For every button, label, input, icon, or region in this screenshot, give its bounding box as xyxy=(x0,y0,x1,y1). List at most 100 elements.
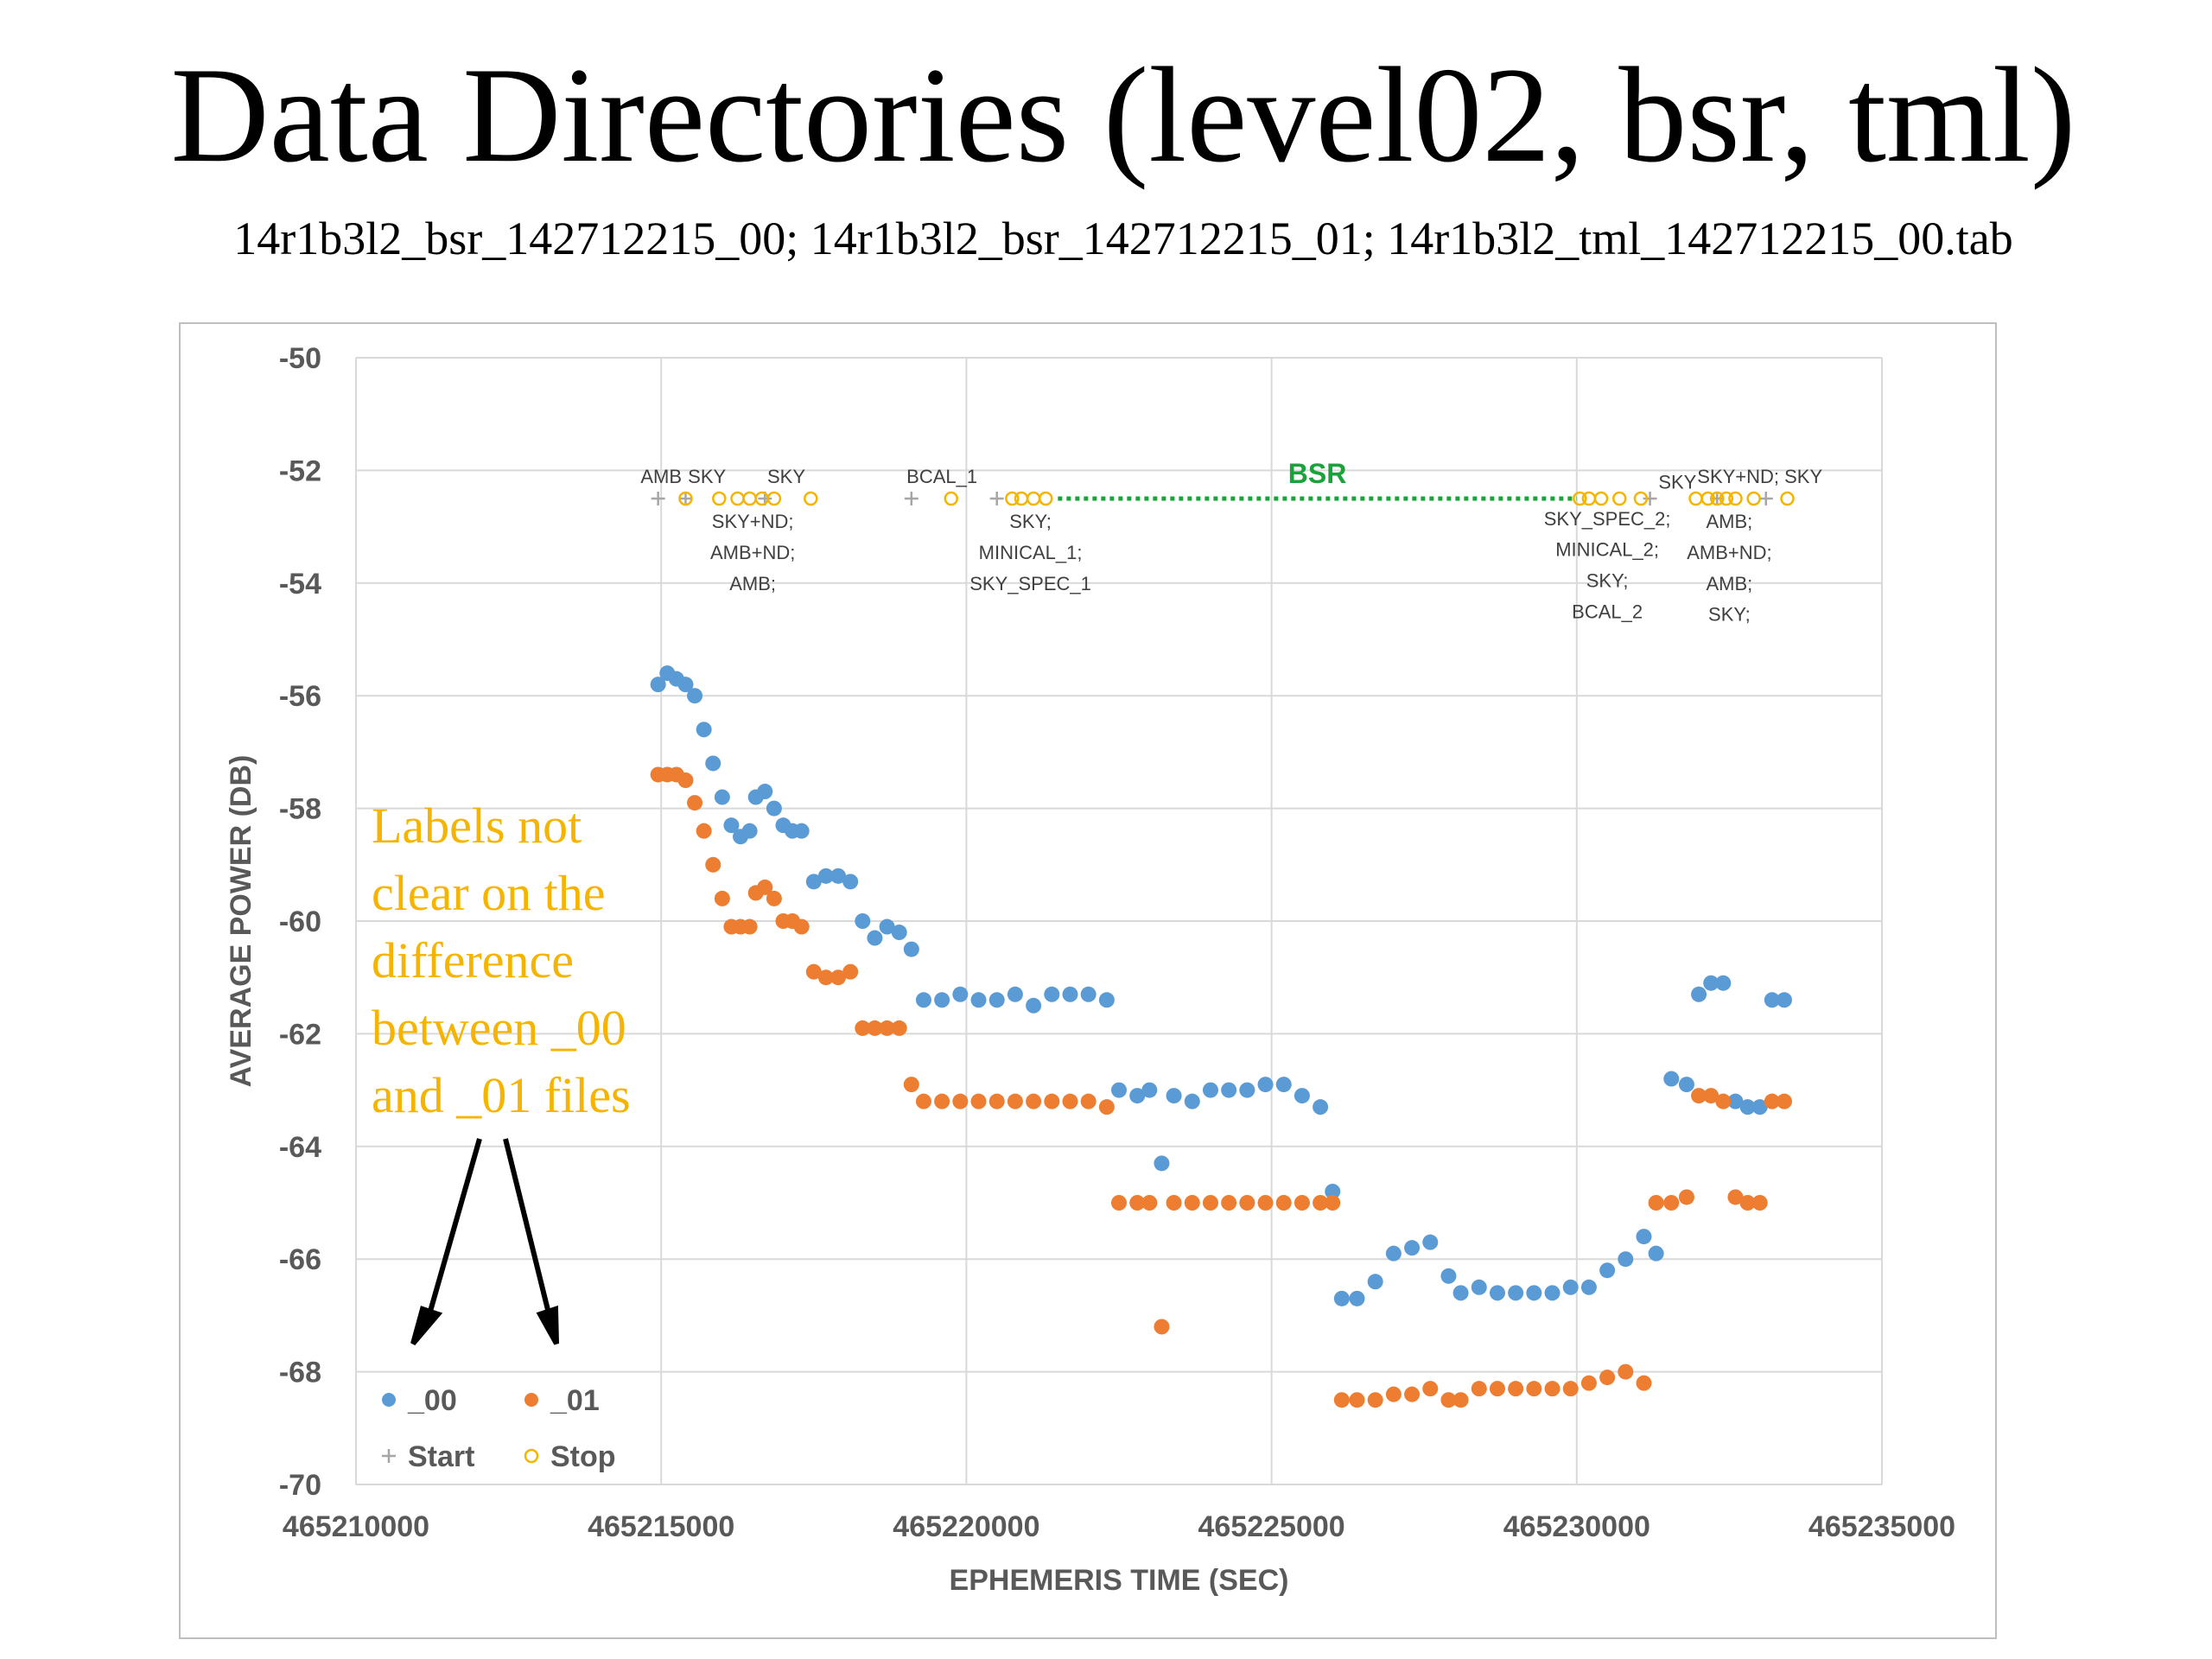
point-00 xyxy=(1221,1082,1237,1098)
point-00 xyxy=(741,823,758,839)
stop-marker xyxy=(1746,491,1761,506)
point-01 xyxy=(1275,1195,1292,1211)
legend: _00 _01 Start Stop xyxy=(382,1384,616,1473)
x-axis-label: EPHEMERIS TIME (SEC) xyxy=(950,1564,1289,1597)
point-00 xyxy=(650,677,666,693)
stop-marker xyxy=(766,491,782,506)
point-00 xyxy=(1385,1245,1402,1262)
point-01 xyxy=(1257,1195,1274,1211)
point-00 xyxy=(1404,1240,1421,1256)
point-01 xyxy=(1544,1381,1560,1397)
start-marker xyxy=(1710,492,1725,505)
point-01 xyxy=(696,823,712,839)
point-01 xyxy=(1098,1099,1115,1116)
bsr-label: BSR xyxy=(1288,458,1347,489)
point-00 xyxy=(891,925,907,941)
point-01 xyxy=(1764,1093,1780,1109)
point-01 xyxy=(1703,1088,1719,1104)
point-01 xyxy=(1580,1375,1597,1391)
start-marker xyxy=(904,492,918,505)
point-01 xyxy=(1141,1195,1158,1211)
point-01 xyxy=(1636,1375,1652,1391)
point-00 xyxy=(1764,992,1780,1008)
mode-label: MINICAL_2; xyxy=(1555,539,1659,561)
y-tick-label: -54 xyxy=(279,568,321,601)
point-00 xyxy=(714,789,730,805)
point-01 xyxy=(1648,1195,1664,1211)
point-00 xyxy=(677,677,694,693)
point-01 xyxy=(757,879,773,895)
point-00 xyxy=(1239,1082,1255,1098)
point-01 xyxy=(1129,1195,1146,1211)
point-01 xyxy=(677,772,694,788)
data-points xyxy=(650,491,1795,1408)
point-00 xyxy=(1349,1290,1365,1306)
point-00 xyxy=(1026,997,1042,1014)
stop-marker xyxy=(944,491,958,506)
point-01 xyxy=(1385,1386,1402,1402)
point-00 xyxy=(1751,1099,1768,1116)
point-01 xyxy=(1080,1093,1096,1109)
point-00 xyxy=(1703,975,1719,991)
point-01 xyxy=(1618,1363,1634,1380)
point-00 xyxy=(1580,1279,1597,1295)
mode-label: BCAL_2 xyxy=(1572,601,1643,622)
point-00 xyxy=(952,986,969,1002)
point-01 xyxy=(952,1093,969,1109)
point-00 xyxy=(915,992,931,1008)
legend-marker xyxy=(382,1449,396,1463)
point-01 xyxy=(1562,1381,1579,1397)
note-line: and _01 files xyxy=(372,1067,631,1123)
mode-label: SKY xyxy=(767,466,805,487)
point-00 xyxy=(1526,1285,1542,1301)
point-01 xyxy=(1007,1093,1023,1109)
point-01 xyxy=(1044,1093,1060,1109)
point-01 xyxy=(766,890,782,906)
x-tick-label: 465215000 xyxy=(588,1510,734,1543)
point-01 xyxy=(817,969,834,986)
point-01 xyxy=(1691,1088,1707,1104)
point-01 xyxy=(1313,1195,1329,1211)
x-tick-labels: 465210000 465215000 465220000 465225000 4652… xyxy=(283,1510,1955,1543)
y-tick-label: -52 xyxy=(279,454,321,487)
point-01 xyxy=(934,1093,950,1109)
point-00 xyxy=(1098,992,1115,1008)
point-00 xyxy=(1044,986,1060,1002)
point-01 xyxy=(714,890,730,906)
point-01 xyxy=(842,963,859,980)
note-arrows xyxy=(410,1138,559,1345)
stop-marker xyxy=(678,491,693,506)
point-00 xyxy=(1562,1279,1579,1295)
point-00 xyxy=(879,918,895,935)
point-01 xyxy=(1367,1392,1383,1408)
point-01 xyxy=(1154,1319,1170,1335)
mode-label: SKY xyxy=(688,466,726,487)
point-00 xyxy=(867,930,883,946)
point-01 xyxy=(1471,1381,1487,1397)
note-line: between _00 xyxy=(372,1000,626,1056)
legend-label: _01 xyxy=(550,1384,600,1417)
start-marker xyxy=(651,492,665,505)
x-tick-label: 465230000 xyxy=(1503,1510,1650,1543)
point-01 xyxy=(805,963,822,980)
point-00 xyxy=(1648,1245,1664,1262)
legend-label: Start xyxy=(408,1440,474,1473)
point-01 xyxy=(903,1077,919,1093)
mode-label: SKY_SPEC_2; xyxy=(1544,508,1671,530)
point-01 xyxy=(988,1093,1005,1109)
point-01 xyxy=(1325,1195,1341,1211)
y-tick-label: -66 xyxy=(279,1243,321,1276)
point-00 xyxy=(1422,1234,1439,1250)
point-00 xyxy=(1691,986,1707,1002)
point-00 xyxy=(687,688,703,704)
stop-marker xyxy=(1780,491,1795,506)
point-00 xyxy=(805,874,822,890)
point-01 xyxy=(1739,1195,1756,1211)
point-01 xyxy=(915,1093,931,1109)
point-00 xyxy=(723,817,740,834)
point-00 xyxy=(1184,1093,1200,1109)
point-00 xyxy=(1257,1077,1274,1093)
point-00 xyxy=(1007,986,1023,1002)
bsr-annotation: BSR xyxy=(1058,458,1577,501)
